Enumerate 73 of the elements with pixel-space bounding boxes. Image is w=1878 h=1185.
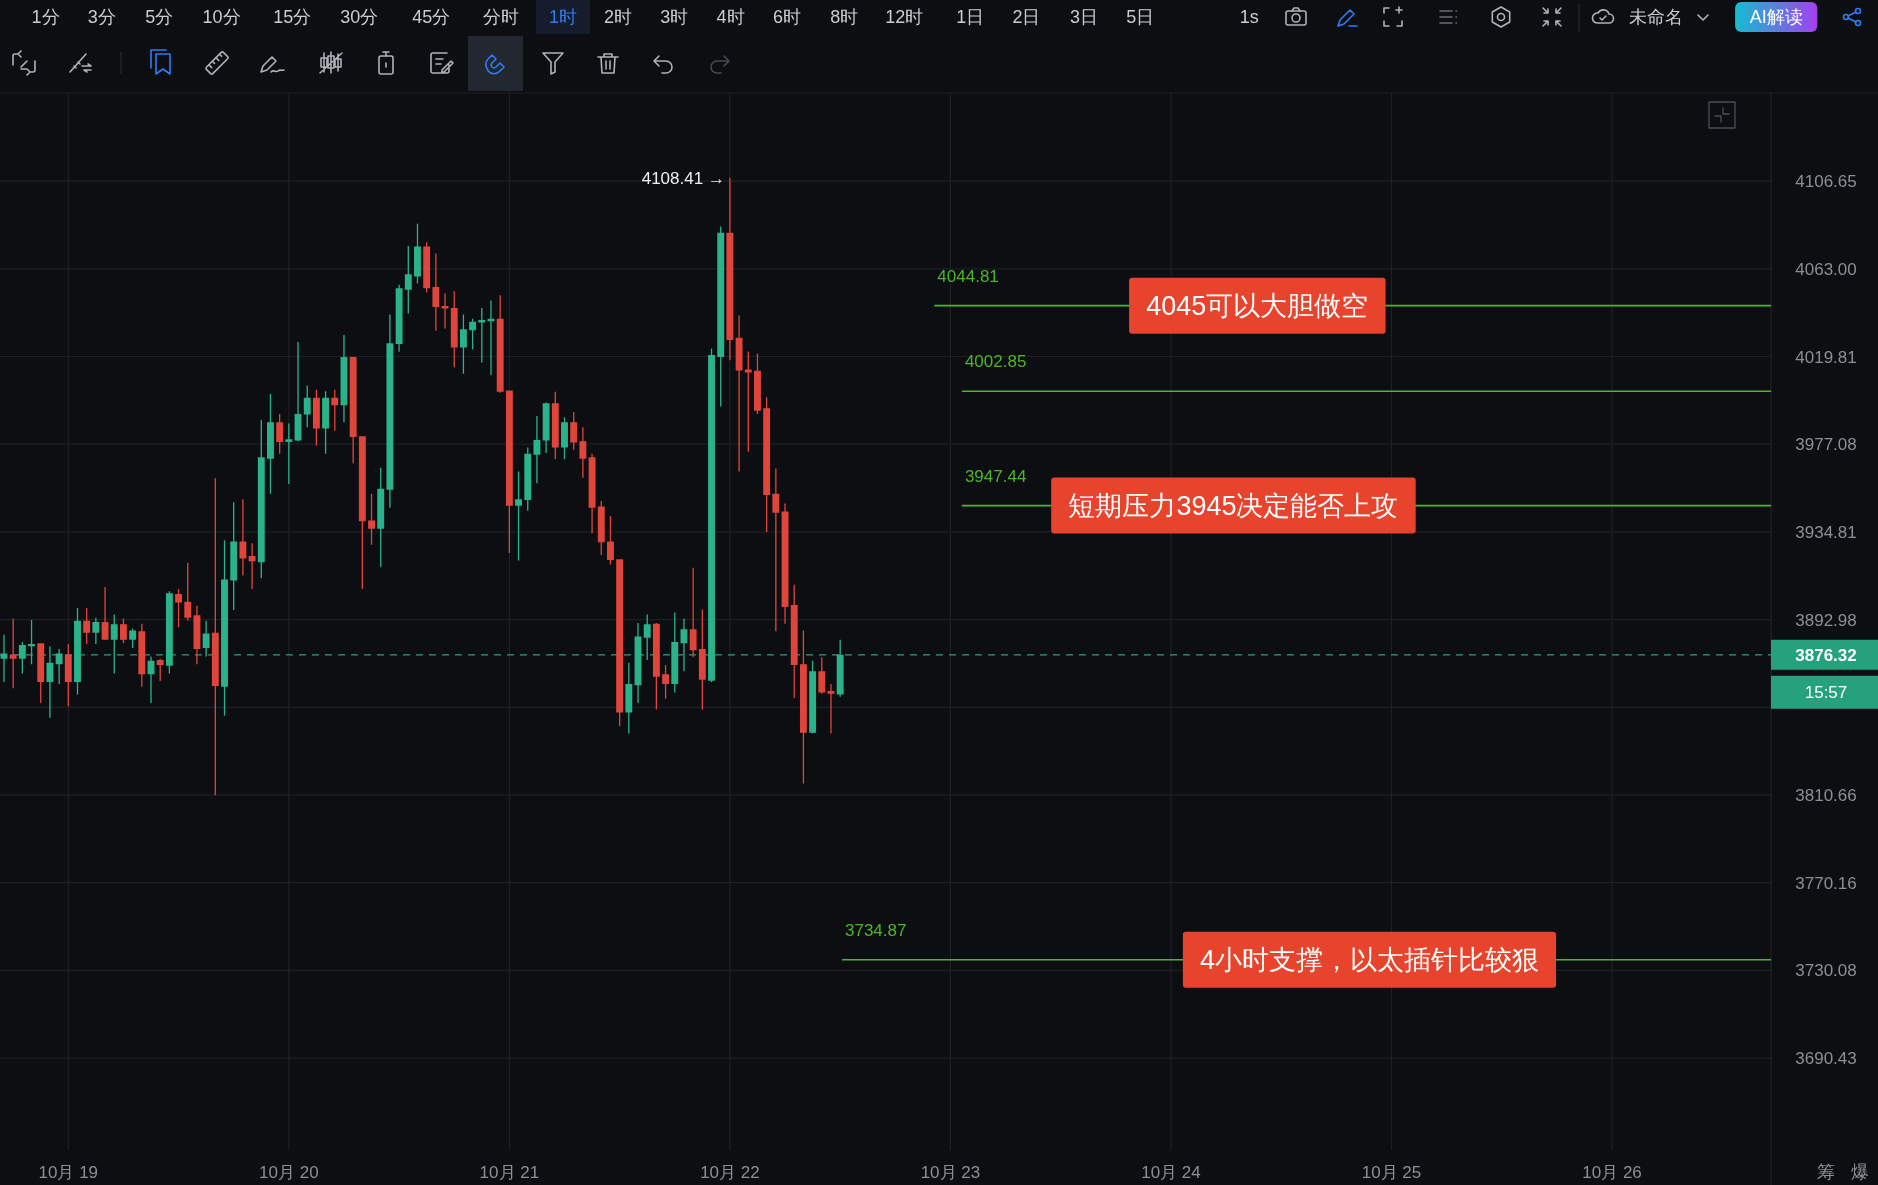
text: 8时 — [830, 7, 859, 27]
candlestick — [441, 293, 449, 329]
candlestick — [55, 648, 63, 685]
y-tick-label: 4019.81 — [1795, 347, 1857, 367]
data-label: 4044.81 — [937, 266, 999, 286]
text: 45分 — [412, 7, 451, 27]
candlestick — [735, 315, 743, 472]
text: 分时 — [482, 7, 519, 27]
text: 6时 — [772, 7, 801, 27]
y-tick-label: 3810.66 — [1795, 785, 1857, 805]
x-tick-label: 10月 24 — [1141, 1162, 1201, 1182]
y-tick-label: 4063.00 — [1795, 259, 1857, 279]
x-tick-label: 10月 26 — [1582, 1162, 1642, 1182]
candlestick — [432, 253, 440, 331]
text: 5日 — [1126, 7, 1155, 27]
candlestick — [101, 586, 109, 640]
text: 5分 — [145, 7, 174, 27]
text: 1日 — [956, 7, 985, 27]
text: 2时 — [604, 7, 633, 27]
x-tick-label: 10月 22 — [700, 1162, 760, 1182]
annotation: 4小时支撑，以太插针比较狠 — [1199, 944, 1539, 975]
candlestick — [202, 620, 210, 657]
candlestick — [579, 427, 587, 478]
candlestick — [147, 656, 155, 704]
data-label: 3734.87 — [845, 920, 907, 940]
x-tick-label: 10月 21 — [479, 1162, 540, 1182]
ref-line-label: 3876.32 — [1795, 645, 1857, 665]
text: 4时 — [716, 7, 745, 27]
text: 未命名 — [1629, 7, 1684, 27]
text: 3时 — [660, 7, 689, 27]
text: 15:57 — [1804, 682, 1848, 702]
candlestick — [726, 177, 734, 361]
y-tick-label: 3730.08 — [1795, 960, 1857, 980]
x-tick-label: 10月 19 — [38, 1162, 99, 1182]
text: 1s — [1239, 7, 1259, 27]
candlestick — [239, 499, 247, 576]
text: 12时 — [885, 7, 924, 27]
text: 2日 — [1012, 7, 1041, 27]
text: 30分 — [340, 7, 379, 27]
annotation: 4045可以大胆做空 — [1146, 290, 1369, 321]
candlestick — [248, 543, 256, 590]
y-tick-label: 4106.65 — [1795, 171, 1857, 191]
y-tick-label: 3977.08 — [1795, 434, 1857, 454]
text: 爆 — [1851, 1162, 1869, 1182]
candlestick — [689, 567, 697, 658]
text: 10分 — [202, 7, 241, 27]
text: 1分 — [31, 7, 60, 27]
x-tick-label: 10月 23 — [920, 1162, 981, 1182]
candlestick — [588, 453, 596, 534]
candlestick — [487, 300, 495, 375]
candlestick — [0, 634, 8, 682]
candlestick — [533, 415, 541, 484]
data-label: 4002.85 — [964, 351, 1027, 371]
x-tick-label: 10月 25 — [1361, 1162, 1422, 1182]
text: 15分 — [273, 7, 312, 27]
annotation: 短期压力3945决定能否上攻 — [1068, 490, 1399, 521]
y-tick-label: 3770.16 — [1795, 873, 1857, 893]
y-tick-label: 3934.81 — [1795, 522, 1857, 542]
text: 筹 — [1817, 1162, 1835, 1182]
candlestick — [46, 646, 54, 718]
y-tick-label: 3690.43 — [1795, 1048, 1857, 1068]
x-tick-label: 10月 20 — [259, 1162, 319, 1182]
candlestick — [294, 342, 302, 442]
y-tick-label: 3892.98 — [1795, 610, 1857, 630]
candlestick — [92, 617, 100, 645]
candlestick — [680, 618, 688, 672]
candlestick — [827, 684, 835, 734]
annotation: 4108.41 → — [641, 168, 725, 188]
text: 3日 — [1069, 7, 1098, 27]
text: AI解读 — [1749, 7, 1803, 27]
text: 3分 — [87, 7, 116, 27]
data-label: 3947.44 — [964, 466, 1027, 486]
text: 1时 — [548, 7, 577, 27]
